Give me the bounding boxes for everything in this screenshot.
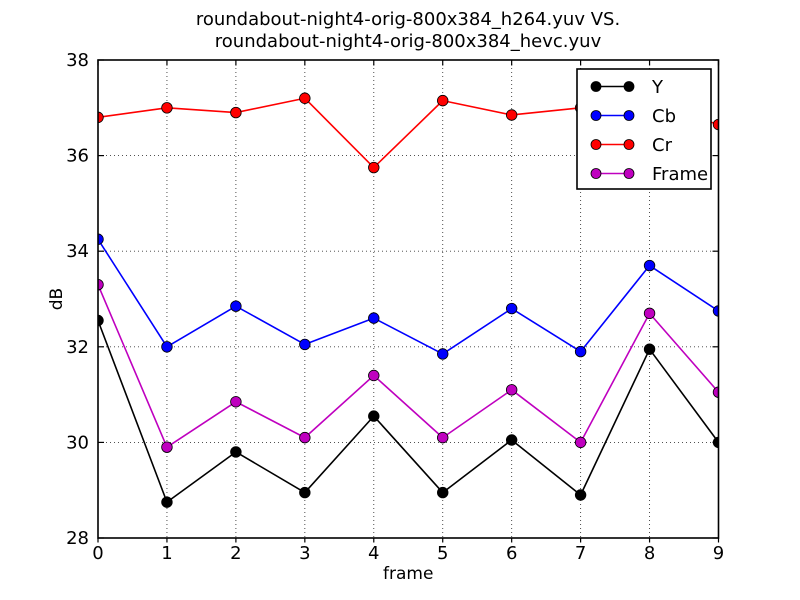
legend-item-Y: Y xyxy=(590,77,664,98)
marker-Frame-6 xyxy=(505,384,518,396)
marker-Y-8 xyxy=(643,343,656,355)
marker-Cr-3 xyxy=(299,92,311,104)
marker-Y-1 xyxy=(161,496,173,508)
marker-Frame-8 xyxy=(643,307,656,320)
x-tick-label: 7 xyxy=(575,543,586,564)
legend-marker-Cr xyxy=(623,139,635,150)
marker-Y-3 xyxy=(299,486,311,499)
x-tick-label: 0 xyxy=(92,543,103,564)
marker-Cb-0 xyxy=(98,233,104,245)
series-Cb xyxy=(98,233,719,360)
marker-Cr-1 xyxy=(161,102,173,114)
legend-marker-Frame xyxy=(590,168,602,179)
marker-Cb-1 xyxy=(161,341,173,353)
marker-Cr-6 xyxy=(505,109,518,121)
marker-Y-4 xyxy=(368,410,380,422)
marker-Frame-3 xyxy=(299,431,311,444)
chart-title-line1: roundabout-night4-orig-800x384_h264.yuv … xyxy=(195,9,621,30)
marker-Cr-5 xyxy=(437,94,449,107)
marker-Frame-9 xyxy=(712,386,719,398)
marker-Cr-2 xyxy=(230,106,242,119)
legend-item-Cb: Cb xyxy=(590,106,676,127)
legend-marker-Frame xyxy=(623,168,635,179)
y-tick-label: 32 xyxy=(66,337,89,358)
legend-item-Cr: Cr xyxy=(590,135,673,156)
marker-Cb-2 xyxy=(230,300,242,312)
marker-Cb-9 xyxy=(712,305,719,317)
chart-title-line2: roundabout-night4-orig-800x384_hevc.yuv xyxy=(214,31,602,52)
legend-label-Y: Y xyxy=(651,77,664,98)
marker-Frame-2 xyxy=(230,396,242,408)
legend-label-Cr: Cr xyxy=(652,135,673,156)
legend-marker-Cb xyxy=(590,110,602,121)
marker-Y-5 xyxy=(437,486,449,499)
marker-Frame-5 xyxy=(437,431,449,444)
legend-marker-Y xyxy=(623,81,635,92)
x-tick-label: 9 xyxy=(713,543,724,564)
x-tick-label: 1 xyxy=(161,543,172,564)
tick-marks xyxy=(97,59,720,543)
y-tick-label: 36 xyxy=(66,146,89,167)
x-tick-label: 8 xyxy=(644,543,655,564)
marker-Y-6 xyxy=(505,434,518,446)
legend-label-Frame: Frame xyxy=(652,164,708,185)
x-tick-label: 5 xyxy=(437,543,448,564)
legend-label-Cb: Cb xyxy=(652,106,676,127)
y-tick-label: 30 xyxy=(66,432,89,453)
marker-Cb-3 xyxy=(299,338,311,351)
marker-Y-0 xyxy=(98,314,104,327)
marker-Cb-6 xyxy=(505,302,518,315)
marker-Cr-4 xyxy=(368,161,380,174)
y-tick-label: 28 xyxy=(66,528,89,549)
legend-marker-Cr xyxy=(590,139,602,150)
series-line-Y xyxy=(98,320,719,503)
chart-title: roundabout-night4-orig-800x384_h264.yuv … xyxy=(8,9,800,53)
marker-Cb-8 xyxy=(643,259,656,272)
marker-Frame-7 xyxy=(574,436,587,449)
marker-Cb-4 xyxy=(368,312,380,324)
axes-frame xyxy=(97,59,720,539)
series-Y xyxy=(98,314,719,508)
marker-Cr-0 xyxy=(98,111,104,124)
legend-marker-Cb xyxy=(623,110,635,121)
x-tick-label: 3 xyxy=(299,543,310,564)
marker-Y-2 xyxy=(230,446,242,458)
legend: Y Cb Cr Frame xyxy=(576,68,712,190)
marker-Frame-0 xyxy=(98,278,104,291)
legend-marker-Y xyxy=(590,81,602,92)
series-line-Cb xyxy=(98,238,719,355)
y-tick-label: 34 xyxy=(66,241,89,262)
marker-Frame-1 xyxy=(161,441,173,453)
legend-item-Frame: Frame xyxy=(590,164,708,185)
marker-Y-7 xyxy=(574,489,587,501)
x-tick-label: 6 xyxy=(506,543,517,564)
marker-Cr-9 xyxy=(712,118,719,131)
y-tick-label: 38 xyxy=(66,50,89,71)
x-tick-label: 4 xyxy=(368,543,379,564)
x-tick-label: 2 xyxy=(230,543,241,564)
series-Frame xyxy=(98,278,719,453)
marker-Cb-5 xyxy=(437,348,449,360)
x-axis-label: frame xyxy=(383,564,433,584)
series-line-Frame xyxy=(98,284,719,448)
marker-Cb-7 xyxy=(574,345,587,358)
y-axis-label: dB xyxy=(47,288,67,310)
marker-Frame-4 xyxy=(368,369,380,382)
